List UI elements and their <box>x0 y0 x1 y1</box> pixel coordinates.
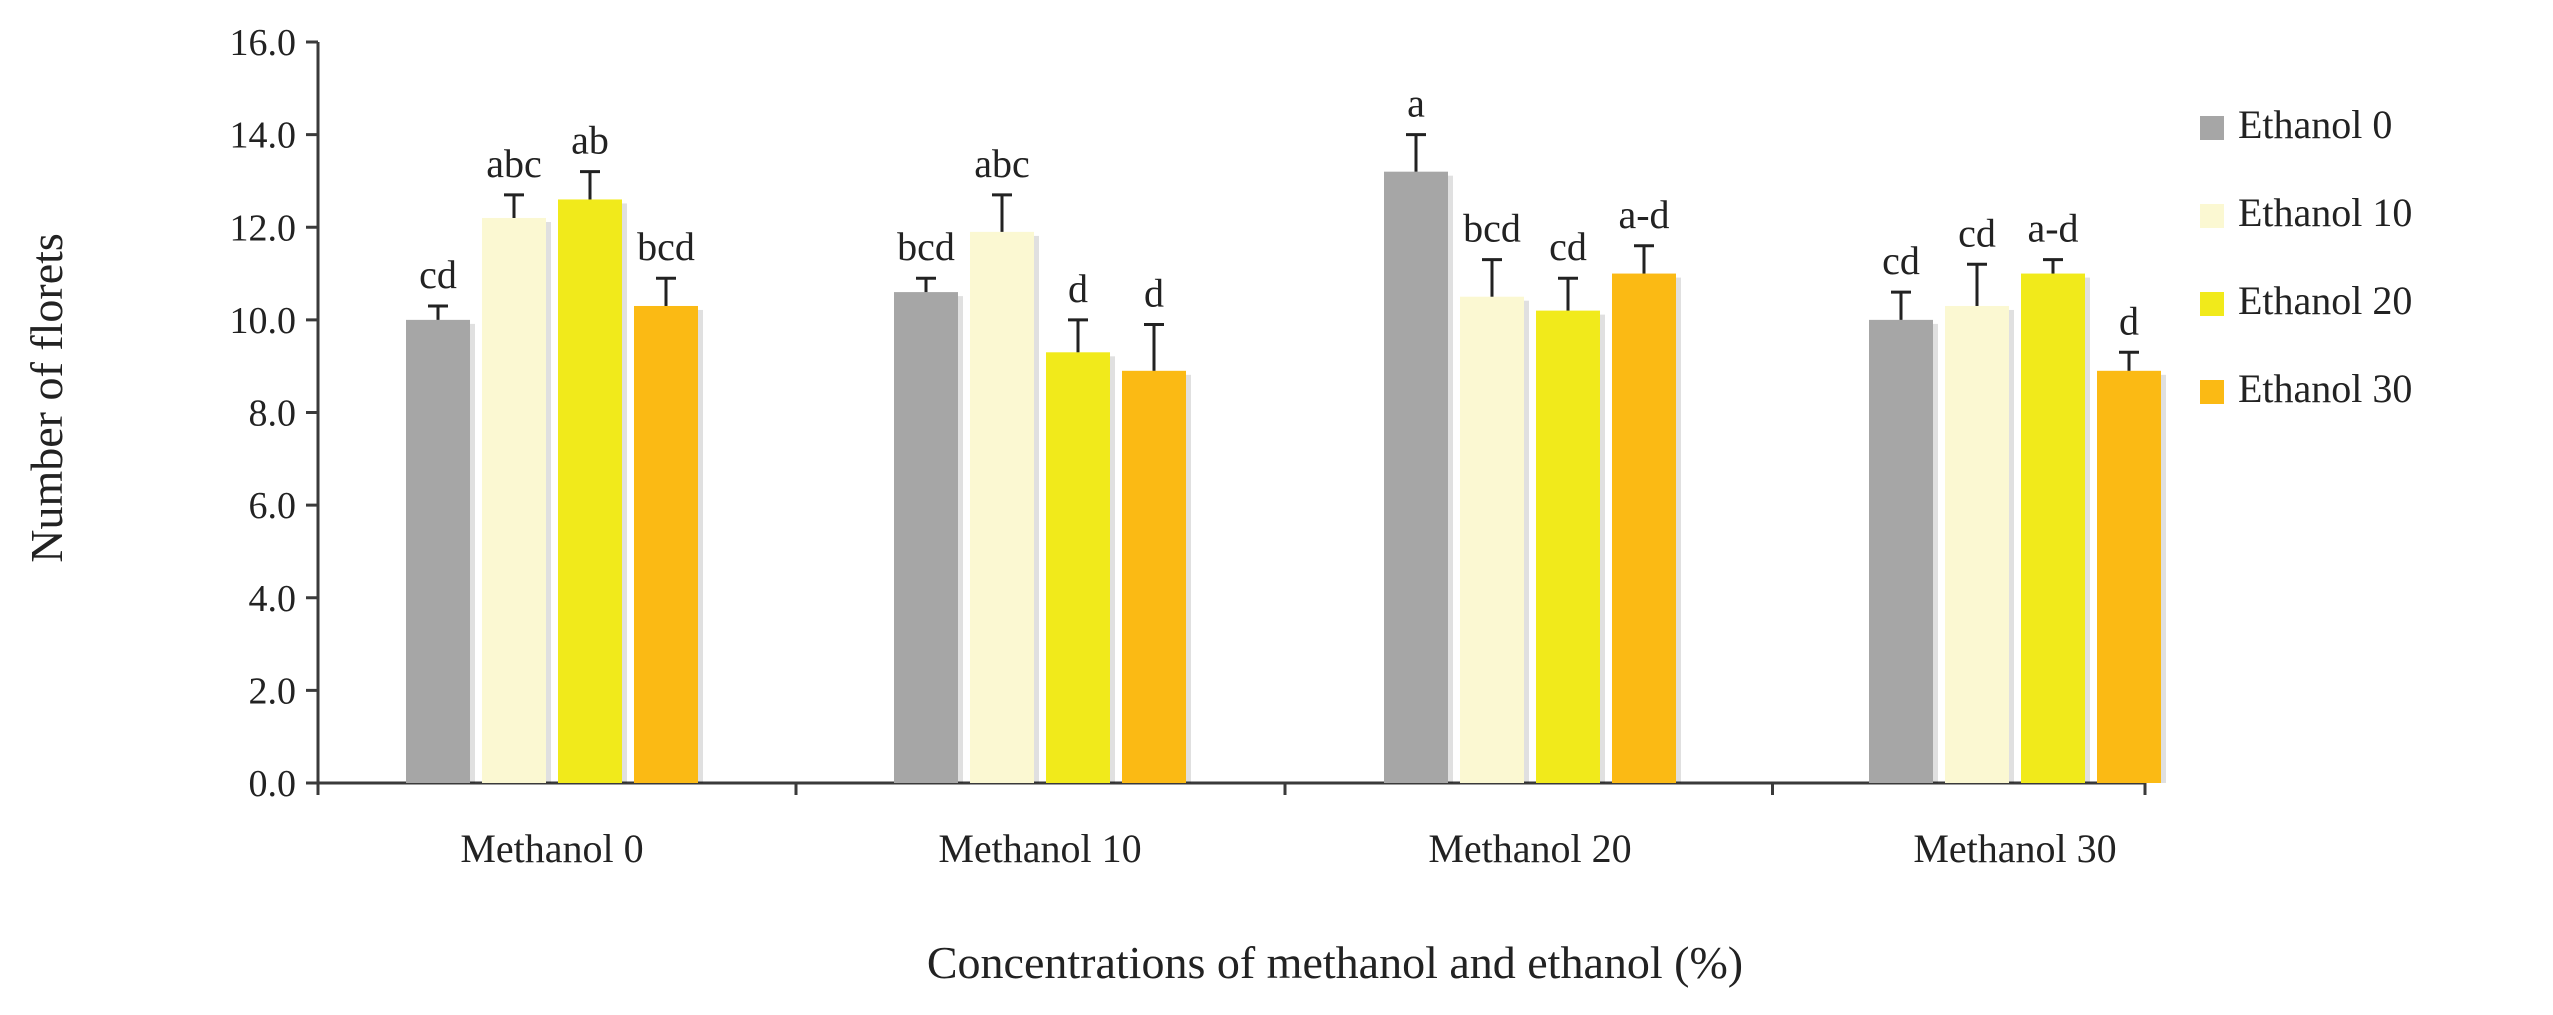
x-axis-title: Concentrations of methanol and ethanol (… <box>927 937 1743 988</box>
legend-label: Ethanol 0 <box>2238 102 2392 147</box>
legend-label: Ethanol 20 <box>2238 278 2412 323</box>
y-tick-label: 14.0 <box>230 115 297 157</box>
bar <box>1046 352 1110 783</box>
x-axis: Methanol 0 Methanol 10 Methanol 20 Methanol… <box>316 781 2147 871</box>
y-tick-label: 6.0 <box>249 485 297 527</box>
bar <box>558 199 622 783</box>
legend-swatch <box>2200 292 2224 316</box>
significance-label: cd <box>1958 210 1996 255</box>
bar <box>1384 171 1448 784</box>
bar <box>634 305 698 783</box>
bar <box>2097 370 2161 783</box>
significance-label: cd <box>419 252 457 297</box>
y-tick-label: 0.0 <box>249 763 297 805</box>
bar <box>406 319 470 783</box>
bar <box>482 217 546 784</box>
significance-label: a-d <box>1618 192 1669 237</box>
legend: Ethanol 0 Ethanol 10 Ethanol 20 Ethanol 30 <box>2200 102 2412 411</box>
y-tick-label: 12.0 <box>230 207 297 249</box>
y-tick-label: 2.0 <box>249 670 297 712</box>
y-tick-label: 16.0 <box>230 22 297 64</box>
significance-label: d <box>1068 266 1088 311</box>
x-category-label: Methanol 30 <box>1913 826 2116 871</box>
significance-label: cd <box>1882 238 1920 283</box>
y-axis-title: Number of florets <box>21 233 72 563</box>
legend-label: Ethanol 10 <box>2238 190 2412 235</box>
significance-label: abc <box>486 141 542 186</box>
bar <box>970 231 1034 784</box>
bar <box>1612 273 1676 783</box>
significance-label: a-d <box>2027 206 2078 251</box>
y-tick-label: 4.0 <box>249 578 297 620</box>
bar <box>1869 319 1933 783</box>
significance-label: ab <box>571 118 609 163</box>
significance-label: d <box>1144 271 1164 316</box>
bar <box>1460 296 1524 783</box>
bar <box>1536 310 1600 783</box>
bar <box>894 292 958 783</box>
significance-label: d <box>2119 298 2139 343</box>
legend-swatch <box>2200 204 2224 228</box>
x-category-label: Methanol 10 <box>938 826 1141 871</box>
bar <box>1122 370 1186 783</box>
legend-swatch <box>2200 380 2224 404</box>
significance-label: a <box>1407 81 1425 126</box>
x-category-label: Methanol 0 <box>460 826 643 871</box>
bar <box>2021 273 2085 783</box>
significance-label: bcd <box>1463 206 1521 251</box>
y-tick-label: 8.0 <box>249 393 297 435</box>
x-category-label: Methanol 20 <box>1428 826 1631 871</box>
y-axis: 0.0 2.0 4.0 6.0 8.0 10.0 12.0 14.0 16.0 <box>230 22 320 805</box>
significance-label: abc <box>974 141 1030 186</box>
significance-label: bcd <box>897 224 955 269</box>
legend-label: Ethanol 30 <box>2238 366 2412 411</box>
significance-label: cd <box>1549 224 1587 269</box>
significance-label: bcd <box>637 224 695 269</box>
bar <box>1945 305 2009 783</box>
y-tick-label: 10.0 <box>230 300 297 342</box>
legend-swatch <box>2200 116 2224 140</box>
